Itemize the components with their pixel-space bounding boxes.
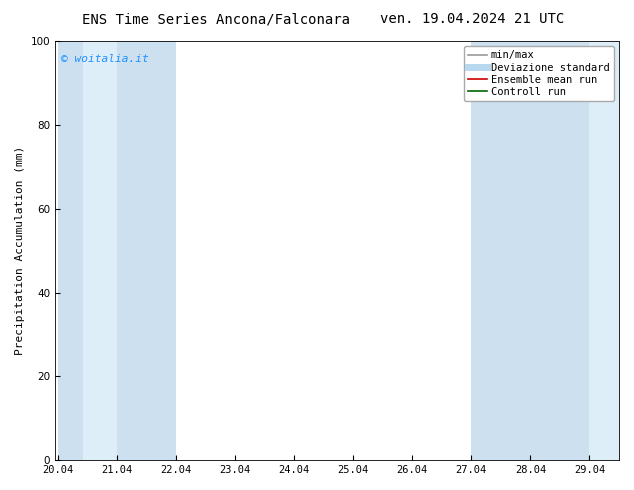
Text: ENS Time Series Ancona/Falconara: ENS Time Series Ancona/Falconara <box>82 12 351 26</box>
Bar <box>590 41 619 460</box>
Text: ven. 19.04.2024 21 UTC: ven. 19.04.2024 21 UTC <box>380 12 565 26</box>
Bar <box>83 41 117 460</box>
Y-axis label: Precipitation Accumulation (mm): Precipitation Accumulation (mm) <box>15 146 25 355</box>
Text: © woitalia.it: © woitalia.it <box>61 53 148 64</box>
Bar <box>58 41 83 460</box>
Bar <box>471 41 496 460</box>
Bar <box>117 41 176 460</box>
Bar <box>496 41 531 460</box>
Legend: min/max, Deviazione standard, Ensemble mean run, Controll run: min/max, Deviazione standard, Ensemble m… <box>464 46 614 101</box>
Bar <box>531 41 590 460</box>
